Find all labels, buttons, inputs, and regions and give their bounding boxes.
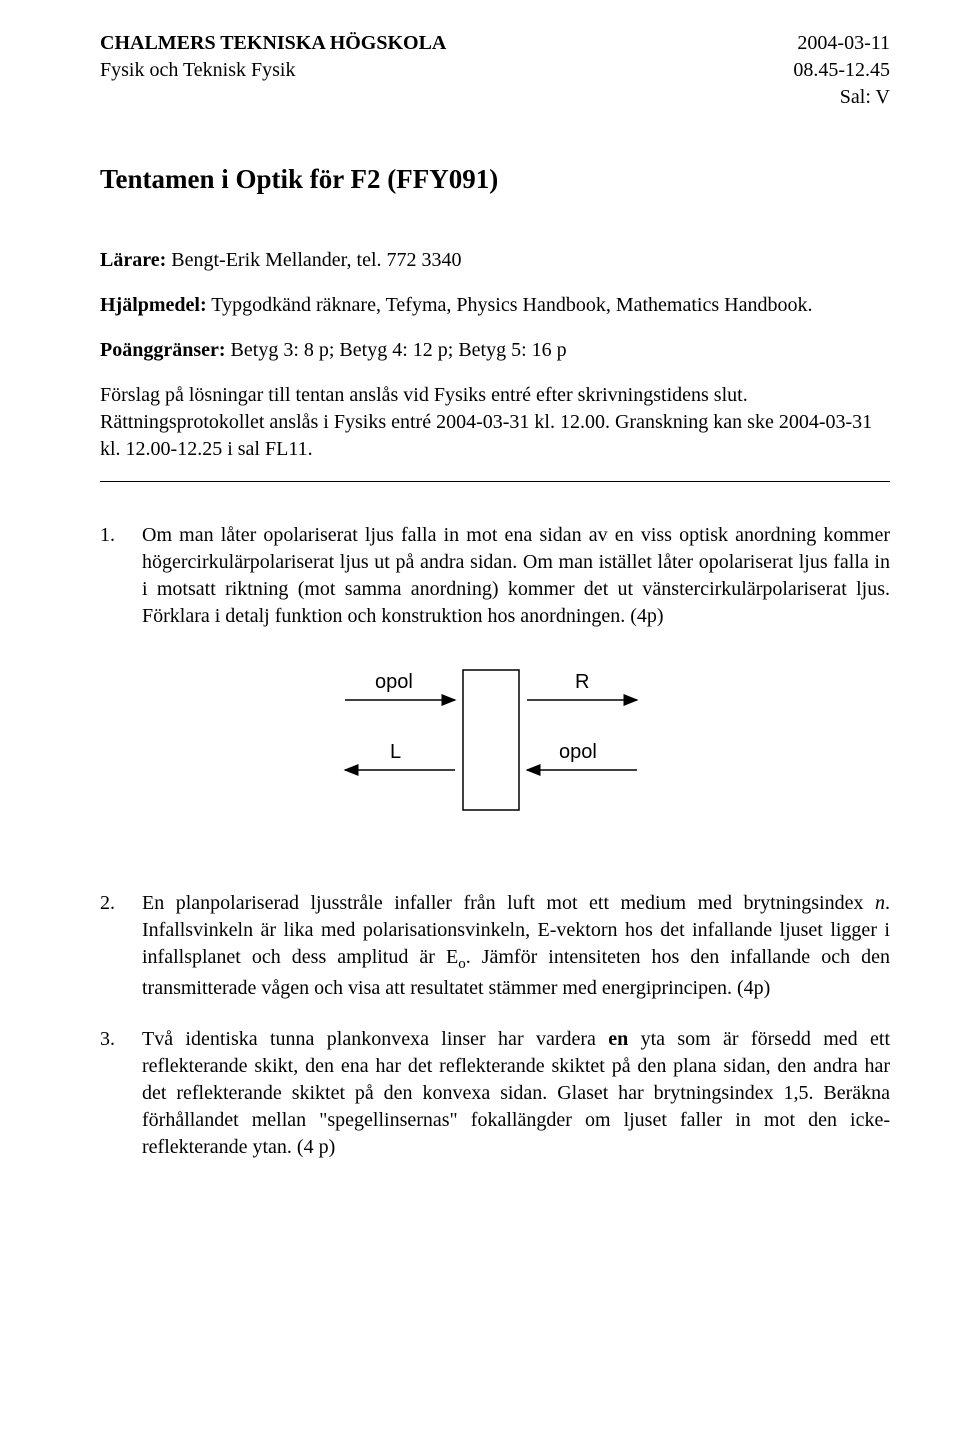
- teacher-label: Lärare:: [100, 249, 166, 271]
- aids-text: Typgodkänd räknare, Tefyma, Physics Hand…: [211, 294, 812, 316]
- aids-label: Hjälpmedel:: [100, 294, 207, 316]
- grades-line: Poänggränser: Betyg 3: 8 p; Betyg 4: 12 …: [100, 337, 890, 364]
- exam-date: 2004-03-11: [797, 30, 890, 57]
- svg-text:opol: opol: [559, 741, 597, 763]
- grades-text: Betyg 3: 8 p; Betyg 4: 12 p; Betyg 5: 16…: [231, 339, 567, 361]
- svg-text:L: L: [390, 741, 401, 763]
- uni-name: CHALMERS TEKNISKA HÖGSKOLA: [100, 30, 446, 57]
- header-line-2: Fysik och Teknisk Fysik 08.45-12.45: [100, 57, 890, 84]
- grades-label: Poänggränser:: [100, 339, 226, 361]
- question-body: Två identiska tunna plankonvexa linser h…: [142, 1026, 890, 1161]
- exam-time: 08.45-12.45: [793, 57, 890, 84]
- question-body: Om man låter opolariserat ljus falla in …: [142, 522, 890, 630]
- teacher-line: Lärare: Bengt-Erik Mellander, tel. 772 3…: [100, 247, 890, 274]
- question-number: 1.: [100, 522, 142, 549]
- exam-room: Sal: V: [840, 84, 890, 111]
- svg-text:R: R: [575, 671, 589, 693]
- aids-line: Hjälpmedel: Typgodkänd räknare, Tefyma, …: [100, 292, 890, 319]
- question-2: 2. En planpolariserad ljusstråle infalle…: [100, 890, 890, 1001]
- dept-name: Fysik och Teknisk Fysik: [100, 57, 295, 84]
- question-number: 3.: [100, 1026, 142, 1053]
- question-number: 2.: [100, 890, 142, 917]
- question-3: 3. Två identiska tunna plankonvexa linse…: [100, 1026, 890, 1161]
- exam-title: Tentamen i Optik för F2 (FFY091): [100, 161, 890, 197]
- question-1: 1. Om man låter opolariserat ljus falla …: [100, 522, 890, 630]
- polarization-diagram: opol R Lopol: [315, 660, 675, 830]
- diagram-q1: opol R Lopol: [100, 660, 890, 830]
- header-line-1: CHALMERS TEKNISKA HÖGSKOLA 2004-03-11: [100, 30, 890, 57]
- teacher-name: Bengt-Erik Mellander, tel. 772 3340: [171, 249, 461, 271]
- divider: [100, 481, 890, 482]
- solutions-note: Förslag på lösningar till tentan anslås …: [100, 382, 890, 463]
- svg-text:opol: opol: [375, 671, 413, 693]
- question-body: En planpolariserad ljusstråle infaller f…: [142, 890, 890, 1001]
- header-line-3: Sal: V: [100, 84, 890, 111]
